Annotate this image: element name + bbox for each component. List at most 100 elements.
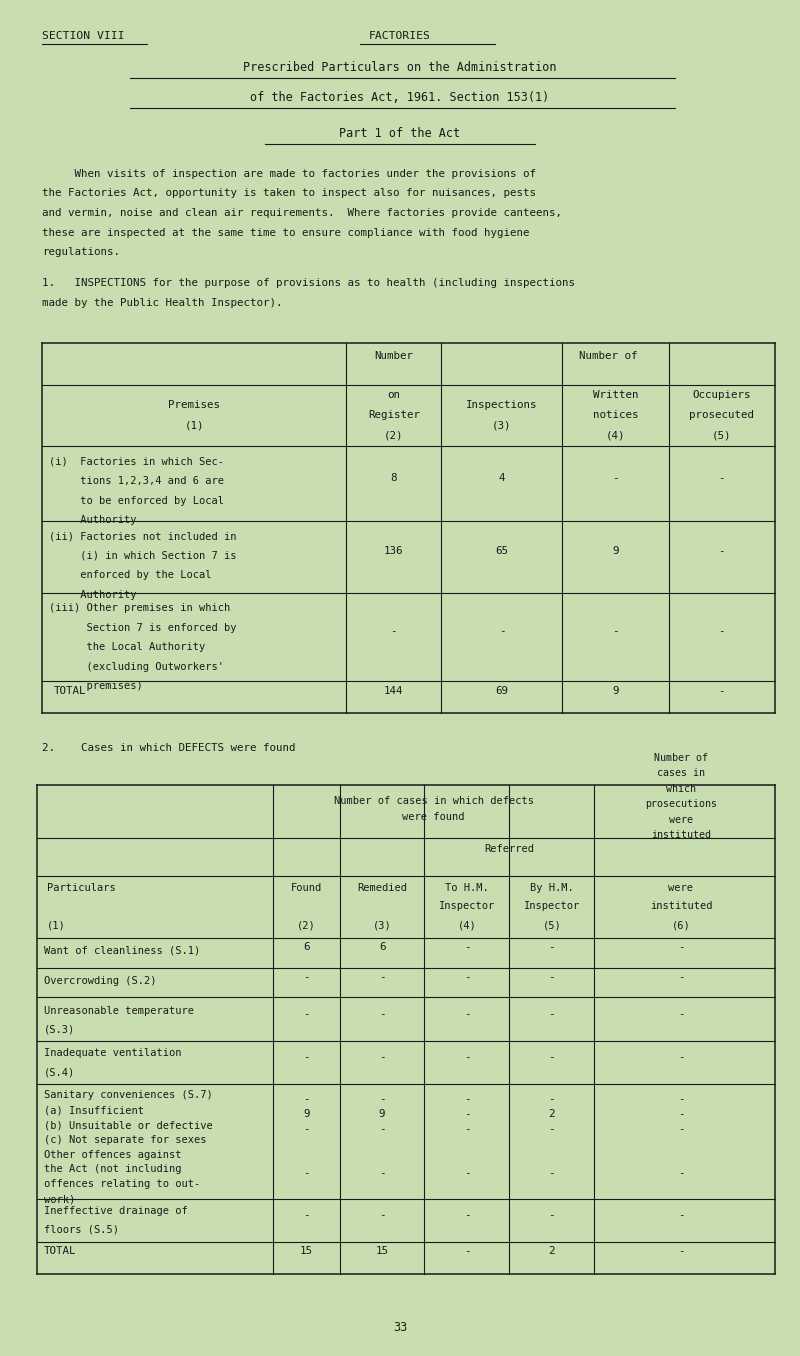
Text: -: - (378, 1210, 386, 1220)
Text: -: - (464, 1169, 470, 1178)
Text: 2: 2 (549, 1109, 555, 1119)
Text: To H.M.: To H.M. (445, 883, 489, 894)
Text: TOTAL: TOTAL (54, 686, 86, 697)
Text: Number of cases in which defects: Number of cases in which defects (334, 796, 534, 807)
Text: 15: 15 (375, 1246, 389, 1257)
Text: -: - (678, 942, 684, 952)
Text: (i)  Factories in which Sec-: (i) Factories in which Sec- (49, 457, 224, 466)
Text: which: which (666, 784, 696, 793)
Text: Inspector: Inspector (524, 902, 580, 911)
Text: -: - (378, 1052, 386, 1062)
Text: Want of cleanliness (S.1): Want of cleanliness (S.1) (44, 945, 200, 956)
Text: -: - (549, 1124, 555, 1134)
Text: offences relating to out-: offences relating to out- (44, 1180, 200, 1189)
Text: prosecutions: prosecutions (645, 799, 717, 810)
Text: Number of: Number of (654, 753, 708, 762)
Text: -: - (378, 1169, 386, 1178)
Text: -: - (549, 1210, 555, 1220)
Text: -: - (612, 626, 619, 636)
Text: Inadequate ventilation: Inadequate ventilation (44, 1048, 182, 1059)
Text: -: - (612, 473, 619, 483)
Text: TOTAL: TOTAL (44, 1246, 77, 1257)
Text: (2): (2) (297, 919, 316, 930)
Text: 15: 15 (300, 1246, 313, 1257)
Text: -: - (678, 972, 684, 983)
Text: -: - (464, 942, 470, 952)
Text: -: - (303, 1210, 310, 1220)
Text: (i) in which Section 7 is: (i) in which Section 7 is (49, 551, 237, 561)
Text: (2): (2) (384, 430, 403, 441)
Text: Number: Number (374, 351, 414, 362)
Text: 4: 4 (498, 473, 506, 483)
Text: -: - (549, 1094, 555, 1104)
Text: (S.4): (S.4) (44, 1067, 75, 1078)
Text: 6: 6 (378, 942, 386, 952)
Text: -: - (678, 1124, 684, 1134)
Text: Prescribed Particulars on the Administration: Prescribed Particulars on the Administra… (243, 61, 557, 75)
Text: -: - (464, 1052, 470, 1062)
Text: Part 1 of the Act: Part 1 of the Act (339, 127, 461, 140)
Text: Section 7 is enforced by: Section 7 is enforced by (49, 622, 237, 633)
Text: 9: 9 (612, 686, 619, 697)
Text: Ineffective drainage of: Ineffective drainage of (44, 1205, 188, 1215)
Text: Number of: Number of (579, 351, 638, 362)
Text: (6): (6) (671, 919, 690, 930)
Text: -: - (678, 1169, 684, 1178)
Text: Authority: Authority (49, 590, 137, 599)
Text: Authority: Authority (49, 515, 137, 525)
Text: 6: 6 (303, 942, 310, 952)
Text: -: - (678, 1109, 684, 1119)
Text: -: - (678, 1009, 684, 1018)
Text: on: on (387, 391, 400, 400)
Text: -: - (549, 1052, 555, 1062)
Text: were: were (669, 883, 694, 894)
Text: 33: 33 (393, 1321, 407, 1334)
Text: By H.M.: By H.M. (530, 883, 574, 894)
Text: When visits of inspection are made to factories under the provisions of: When visits of inspection are made to fa… (42, 170, 536, 179)
Text: (excluding Outworkers': (excluding Outworkers' (49, 662, 224, 673)
Text: prosecuted: prosecuted (690, 411, 754, 420)
Text: Inspections: Inspections (466, 400, 538, 411)
Text: and vermin, noise and clean air requirements.  Where factories provide canteens,: and vermin, noise and clean air requirem… (42, 207, 562, 218)
Text: Written: Written (593, 391, 638, 400)
Text: -: - (378, 972, 386, 983)
Text: the Local Authority: the Local Authority (49, 643, 206, 652)
Text: -: - (464, 1124, 470, 1134)
Text: (5): (5) (542, 919, 561, 930)
Text: Found: Found (290, 883, 322, 894)
Text: -: - (549, 1009, 555, 1018)
Text: these are inspected at the same time to ensure compliance with food hygiene: these are inspected at the same time to … (42, 228, 530, 237)
Text: Particulars: Particulars (47, 883, 116, 894)
Text: 1.   INSPECTIONS for the purpose of provisions as to health (including inspectio: 1. INSPECTIONS for the purpose of provis… (42, 278, 575, 289)
Text: -: - (378, 1094, 386, 1104)
Text: -: - (498, 626, 506, 636)
Text: were found: were found (402, 812, 465, 823)
Text: -: - (678, 1094, 684, 1104)
Text: -: - (464, 1246, 470, 1257)
Text: 9: 9 (612, 546, 619, 556)
Text: tions 1,2,3,4 and 6 are: tions 1,2,3,4 and 6 are (49, 476, 224, 485)
Text: -: - (378, 1009, 386, 1018)
Text: instituted: instituted (651, 830, 711, 841)
Text: premises): premises) (49, 682, 142, 692)
Text: -: - (303, 972, 310, 983)
Text: the Factories Act, opportunity is taken to inspect also for nuisances, pests: the Factories Act, opportunity is taken … (42, 188, 536, 198)
Text: Register: Register (368, 411, 420, 420)
Text: -: - (303, 1124, 310, 1134)
Text: 2: 2 (549, 1246, 555, 1257)
Text: instituted: instituted (650, 902, 712, 911)
Text: (4): (4) (458, 919, 476, 930)
Text: Unreasonable temperature: Unreasonable temperature (44, 1006, 194, 1016)
Text: enforced by the Local: enforced by the Local (49, 571, 211, 580)
Text: -: - (464, 1210, 470, 1220)
Text: (3): (3) (492, 420, 512, 430)
Text: (a) Insufficient: (a) Insufficient (44, 1105, 144, 1115)
Text: 2.    Cases in which DEFECTS were found: 2. Cases in which DEFECTS were found (42, 743, 295, 754)
Text: Other offences against: Other offences against (44, 1150, 182, 1159)
Text: FACTORIES: FACTORIES (369, 31, 431, 41)
Text: -: - (549, 942, 555, 952)
Text: 144: 144 (384, 686, 403, 697)
Text: -: - (464, 1009, 470, 1018)
Text: -: - (390, 626, 397, 636)
Text: -: - (549, 1169, 555, 1178)
